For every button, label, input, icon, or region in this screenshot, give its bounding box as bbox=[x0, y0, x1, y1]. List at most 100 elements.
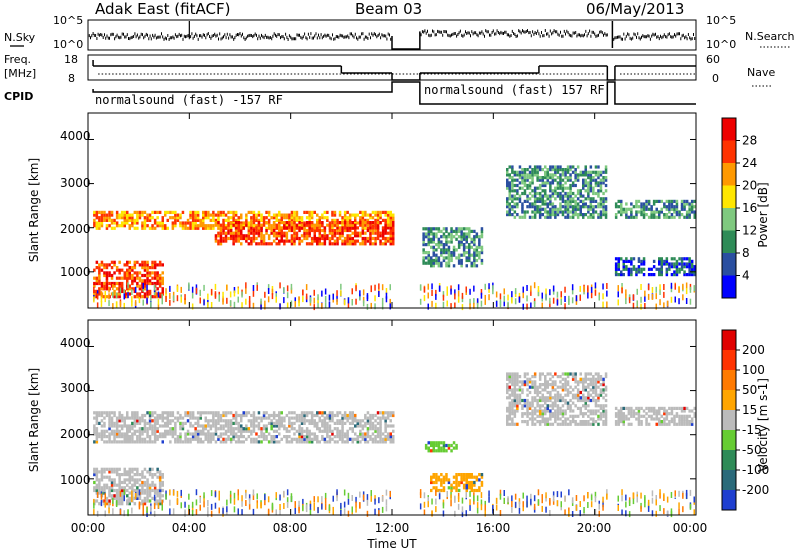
heatmap-cell bbox=[265, 221, 268, 225]
heatmap-cell bbox=[153, 281, 157, 286]
heatmap-cell bbox=[508, 205, 511, 209]
heatmap-cell bbox=[513, 380, 517, 384]
heatmap-cell bbox=[100, 281, 104, 286]
heatmap-cell bbox=[617, 257, 620, 261]
heatmap-cell bbox=[642, 267, 646, 271]
heatmap-cell bbox=[203, 495, 205, 502]
heatmap-cell bbox=[333, 421, 337, 425]
heatmap-cell bbox=[338, 236, 342, 241]
heatmap-cell bbox=[495, 300, 498, 307]
heatmap-cell bbox=[440, 480, 443, 485]
heatmap-cell bbox=[359, 294, 361, 301]
heatmap-cell bbox=[561, 205, 565, 209]
heatmap-cell bbox=[275, 223, 278, 227]
heatmap-cell bbox=[133, 210, 137, 214]
heatmap-cell bbox=[478, 240, 481, 244]
heatmap-cell bbox=[465, 478, 468, 482]
heatmap-cell bbox=[255, 424, 258, 428]
heatmap-cell bbox=[280, 218, 283, 222]
heatmap-cell bbox=[549, 181, 552, 185]
heatmap-cell bbox=[298, 239, 301, 243]
heatmap-cell bbox=[257, 231, 261, 235]
heatmap-cell bbox=[100, 268, 104, 272]
heatmap-cell bbox=[364, 421, 367, 425]
heatmap-cell bbox=[189, 440, 192, 444]
heatmap-cell bbox=[427, 446, 430, 450]
heatmap-cell bbox=[120, 287, 124, 291]
heatmap-cell bbox=[217, 231, 220, 235]
heatmap-cell bbox=[437, 256, 441, 260]
heatmap-cell bbox=[594, 385, 598, 389]
heatmap-cell bbox=[93, 440, 96, 444]
heatmap-cell bbox=[237, 228, 240, 233]
heatmap-cell bbox=[126, 221, 129, 225]
heatmap-cell bbox=[392, 440, 395, 444]
heatmap-cell bbox=[331, 413, 334, 418]
heatmap-cell bbox=[651, 287, 654, 293]
heatmap-cell bbox=[247, 435, 251, 439]
heatmap-cell bbox=[432, 443, 435, 448]
heatmap-cell bbox=[559, 205, 562, 209]
heatmap-cell bbox=[566, 404, 570, 408]
heatmap-cell bbox=[295, 216, 299, 220]
heatmap-cell bbox=[131, 475, 134, 479]
heatmap-cell bbox=[153, 491, 157, 495]
heatmap-cell bbox=[450, 235, 453, 239]
heatmap-cell bbox=[141, 470, 144, 474]
heatmap-cell bbox=[227, 231, 230, 235]
heatmap-cell bbox=[172, 295, 175, 302]
heatmap-cell bbox=[128, 226, 131, 230]
heatmap-cell bbox=[364, 223, 367, 227]
heatmap-cell bbox=[508, 189, 511, 193]
heatmap-cell bbox=[110, 210, 114, 214]
heatmap-cell bbox=[559, 409, 562, 413]
heatmap-cell bbox=[115, 268, 119, 272]
heatmap-cell bbox=[536, 173, 539, 177]
heatmap-cell bbox=[521, 383, 524, 387]
heatmap-cell bbox=[260, 231, 263, 235]
heatmap-cell bbox=[556, 414, 560, 418]
heatmap-cell bbox=[95, 279, 99, 283]
heatmap-cell bbox=[546, 406, 549, 410]
heatmap-cell bbox=[561, 168, 565, 172]
heatmap-cell bbox=[150, 301, 152, 308]
heatmap-cell bbox=[138, 489, 141, 496]
heatmap-cell bbox=[541, 398, 544, 403]
heatmap-cell bbox=[146, 263, 149, 267]
heatmap-cell bbox=[604, 210, 608, 214]
heatmap-cell bbox=[450, 443, 453, 448]
heatmap-cell bbox=[470, 473, 473, 477]
heatmap-cell bbox=[521, 388, 524, 392]
heatmap-cell bbox=[341, 231, 344, 235]
heatmap-cell bbox=[678, 215, 681, 219]
heatmap-cell bbox=[128, 273, 131, 278]
heatmap-cell bbox=[544, 420, 547, 424]
heatmap-cell bbox=[518, 165, 522, 169]
heatmap-cell bbox=[392, 226, 395, 230]
heatmap-cell bbox=[392, 435, 395, 439]
heatmap-cell bbox=[544, 383, 547, 387]
heatmap-cell bbox=[678, 422, 681, 426]
heatmap-cell bbox=[204, 432, 207, 436]
heatmap-cell bbox=[141, 266, 144, 270]
heatmap-cell bbox=[280, 411, 283, 415]
heatmap-cell bbox=[252, 224, 256, 228]
heatmap-cell bbox=[625, 213, 628, 217]
heatmap-cell bbox=[690, 417, 694, 421]
heatmap-cell bbox=[427, 283, 429, 290]
heatmap-cell bbox=[668, 406, 671, 410]
heatmap-cell bbox=[128, 260, 131, 264]
heatmap-cell bbox=[374, 424, 377, 428]
heatmap-cell bbox=[300, 416, 304, 420]
heatmap-cell bbox=[526, 420, 529, 424]
heatmap-cell bbox=[303, 210, 306, 214]
heatmap-cell bbox=[576, 207, 580, 211]
heatmap-cell bbox=[321, 421, 324, 425]
heatmap-cell bbox=[544, 388, 547, 392]
heatmap-cell bbox=[328, 437, 332, 441]
heatmap-cell bbox=[196, 210, 200, 214]
heatmap-cell bbox=[169, 413, 172, 418]
heatmap-cell bbox=[278, 239, 281, 243]
heatmap-cell bbox=[511, 178, 514, 182]
heatmap-cell bbox=[300, 440, 304, 444]
